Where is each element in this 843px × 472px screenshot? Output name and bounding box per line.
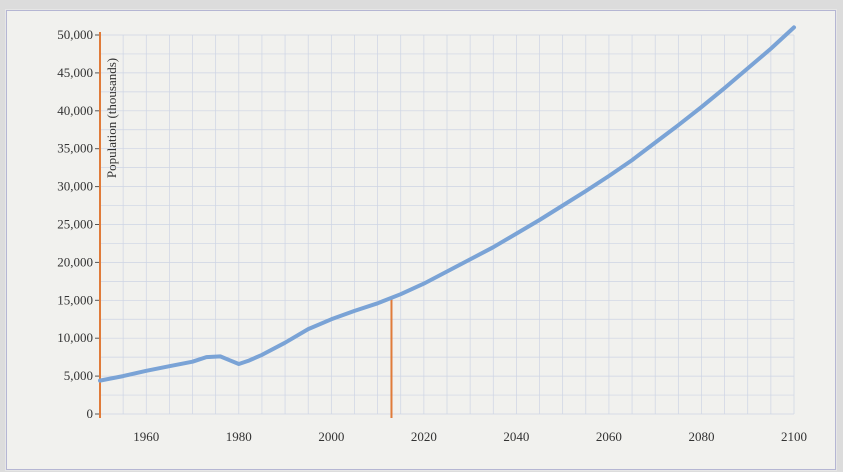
y-tick-label: 10,000 [57, 330, 93, 345]
y-tick-label: 45,000 [57, 65, 93, 80]
chart-panel [6, 10, 836, 470]
y-tick-label: 30,000 [57, 179, 93, 194]
x-tick-label: 1980 [226, 429, 252, 444]
x-tick-label: 2080 [688, 429, 714, 444]
y-tick-label: 0 [87, 406, 94, 421]
x-tick-label: 2000 [318, 429, 344, 444]
y-tick-label: 40,000 [57, 103, 93, 118]
y-tick-label: 15,000 [57, 292, 93, 307]
x-tick-label: 2040 [503, 429, 529, 444]
y-axis-ticks: 0 5,000 10,000 15,000 20,000 25,000 30,000 35,0… [57, 27, 100, 421]
x-tick-label: 2100 [781, 429, 807, 444]
y-tick-label: 50,000 [57, 27, 93, 42]
x-tick-label: 2020 [411, 429, 437, 444]
y-tick-label: 35,000 [57, 141, 93, 156]
y-tick-label: 5,000 [64, 368, 93, 383]
y-tick-label: 25,000 [57, 217, 93, 232]
y-tick-label: 20,000 [57, 254, 93, 269]
population-series-line [98, 25, 796, 383]
x-axis-ticks: 1960 1980 2000 2020 2040 2060 2080 2100 [133, 429, 807, 444]
x-tick-label: 2060 [596, 429, 622, 444]
x-tick-label: 1960 [133, 429, 159, 444]
y-axis-title: Population (thousands) [104, 58, 119, 178]
